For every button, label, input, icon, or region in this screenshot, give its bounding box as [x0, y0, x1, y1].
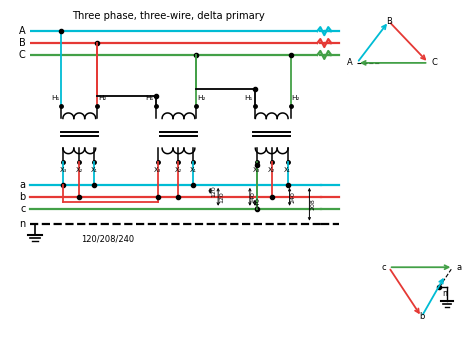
Text: X₃: X₃	[253, 167, 260, 173]
Text: X₁: X₁	[190, 167, 197, 173]
Text: C: C	[431, 58, 438, 67]
Text: X₂: X₂	[76, 167, 83, 173]
Text: Three phase, three-wire, delta primary: Three phase, three-wire, delta primary	[72, 11, 265, 21]
Text: X₃: X₃	[154, 167, 161, 173]
Text: n: n	[442, 289, 447, 298]
Text: b: b	[19, 192, 26, 202]
Text: 240: 240	[291, 191, 296, 203]
Text: 120: 120	[211, 185, 216, 197]
Text: 120: 120	[219, 191, 224, 203]
Text: c: c	[381, 263, 386, 272]
Text: A: A	[19, 26, 26, 36]
Text: c: c	[20, 204, 26, 214]
Text: a: a	[456, 263, 461, 272]
Text: B: B	[19, 38, 26, 48]
Text: n: n	[19, 219, 26, 229]
Text: X₁: X₁	[91, 167, 98, 173]
Text: C: C	[19, 50, 26, 60]
Text: A: A	[347, 58, 353, 67]
Text: a: a	[20, 180, 26, 190]
Text: H₂: H₂	[197, 95, 206, 101]
Text: H₁: H₁	[146, 95, 154, 101]
Text: 208: 208	[310, 198, 315, 210]
Text: 120/208/240: 120/208/240	[81, 235, 135, 244]
Text: H₂: H₂	[292, 95, 300, 101]
Text: b: b	[419, 312, 424, 321]
Text: H₂: H₂	[98, 95, 107, 101]
Text: B: B	[386, 17, 392, 26]
Text: X₁: X₁	[284, 167, 291, 173]
Text: X₂: X₂	[175, 167, 182, 173]
Text: 240: 240	[251, 191, 256, 203]
Text: H₁: H₁	[51, 95, 59, 101]
Text: 240: 240	[256, 197, 261, 209]
Text: X₂: X₂	[268, 167, 275, 173]
Text: H₁: H₁	[245, 95, 253, 101]
Text: X₃: X₃	[60, 167, 67, 173]
